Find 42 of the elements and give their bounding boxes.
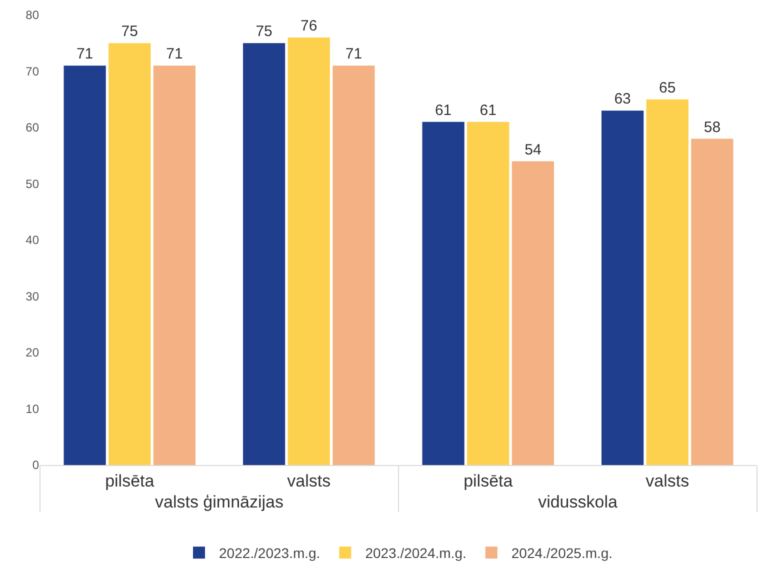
bar: [64, 66, 106, 465]
bar: [467, 122, 510, 465]
x-tick-label: valsts: [287, 471, 331, 490]
y-tick-label: 50: [26, 176, 40, 191]
y-tick-label: 0: [32, 458, 40, 472]
legend-label: 2022./2023.m.g.: [219, 545, 320, 562]
bar: [602, 110, 644, 465]
legend-label: 2024./2025.m.g.: [511, 545, 613, 562]
x-tick-label: valsts: [646, 471, 690, 490]
x-tick-label: pilsēta: [105, 471, 155, 490]
data-label: 71: [166, 46, 183, 63]
y-tick-label: 60: [26, 120, 40, 135]
bar: [332, 66, 375, 465]
data-label: 58: [704, 118, 721, 136]
legend-label: 2023./2024.m.g.: [365, 545, 466, 562]
data-label: 75: [256, 23, 272, 40]
y-tick-label: 70: [26, 64, 40, 78]
data-label: 61: [480, 102, 496, 119]
data-label: 61: [434, 102, 452, 119]
bar: [691, 138, 734, 465]
data-label: 65: [659, 79, 676, 96]
bar: [153, 66, 196, 465]
y-tick-label: 20: [26, 346, 40, 360]
data-label: 71: [345, 46, 362, 63]
data-label: 76: [300, 18, 318, 34]
y-tick-label: 10: [26, 402, 40, 416]
bar: [422, 122, 464, 465]
y-tick-label: 30: [26, 289, 40, 304]
data-label: 54: [524, 141, 542, 158]
bar: [288, 38, 330, 465]
text: vidusskola: [538, 492, 618, 512]
bar: [243, 43, 286, 465]
data-label: 75: [121, 23, 138, 40]
bar: [108, 43, 151, 465]
y-tick-label: 40: [26, 233, 40, 248]
x-tick-label: pilsēta: [464, 471, 514, 490]
data-label: 71: [76, 46, 94, 63]
text: valsts ģimnāzijas: [155, 492, 284, 512]
bar: [512, 161, 554, 465]
data-label: 63: [614, 90, 631, 108]
bar: [646, 99, 688, 465]
y-tick-label: 80: [26, 8, 40, 22]
